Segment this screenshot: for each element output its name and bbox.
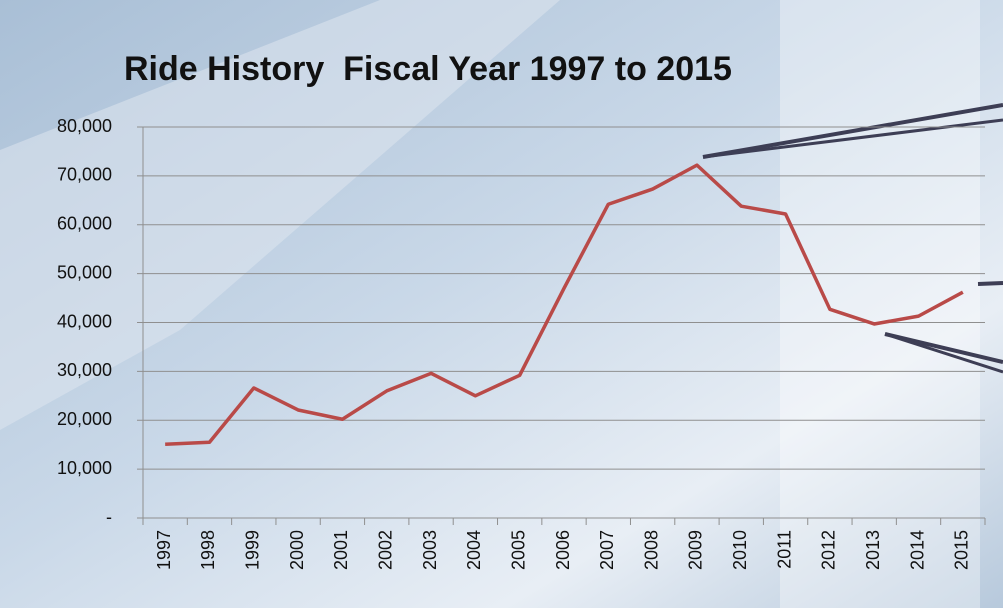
x-tick-label: 2015: [952, 530, 972, 570]
x-tick-label: 2006: [553, 530, 573, 570]
y-tick-label: 70,000: [57, 165, 112, 185]
y-tick-label: -: [106, 507, 112, 527]
x-tick-label: 2002: [375, 530, 395, 570]
y-tick-label: 50,000: [57, 262, 112, 282]
chart-title: Ride History Fiscal Year 1997 to 2015: [124, 50, 732, 88]
x-tick-label: 2011: [774, 530, 794, 569]
background-post: [780, 0, 980, 608]
y-tick-label: 20,000: [57, 409, 112, 429]
y-tick-label: 80,000: [57, 116, 112, 136]
x-tick-label: 2009: [686, 530, 706, 570]
x-tick-label: 2004: [464, 530, 484, 570]
x-tick-label: 2000: [287, 530, 307, 570]
x-tick-label: 2008: [641, 530, 661, 570]
x-tick-label: 1997: [154, 530, 174, 570]
x-tick-label: 2014: [907, 530, 927, 570]
chart: Ride History Fiscal Year 1997 to 2015 - 1…: [0, 0, 1003, 608]
x-tick-label: 1998: [198, 530, 218, 570]
callout-line: [978, 283, 1003, 284]
y-tick-label: 60,000: [57, 214, 112, 234]
x-tick-label: 2007: [597, 530, 617, 570]
y-tick-label: 30,000: [57, 360, 112, 380]
x-tick-label: 2013: [863, 530, 883, 570]
x-tick-label: 2012: [819, 530, 839, 570]
x-tick-label: 1999: [243, 530, 263, 570]
x-tick-label: 2005: [508, 530, 528, 570]
x-tick-label: 2010: [730, 530, 750, 570]
x-tick-label: 2003: [420, 530, 440, 570]
x-tick-label: 2001: [331, 530, 351, 570]
y-tick-label: 10,000: [57, 458, 112, 478]
y-tick-label: 40,000: [57, 311, 112, 331]
